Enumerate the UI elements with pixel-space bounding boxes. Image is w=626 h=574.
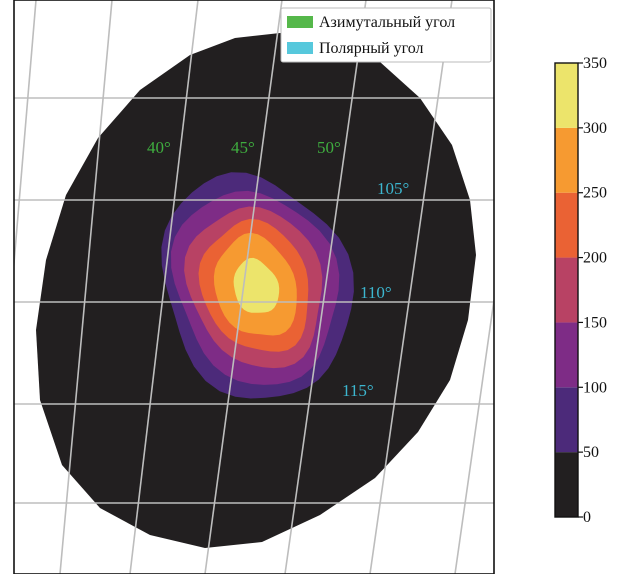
colorbar-tick-label: 150 bbox=[583, 314, 607, 331]
colorbar-tick-label: 100 bbox=[583, 379, 607, 396]
legend: Азимутальный угол Полярный угол bbox=[280, 7, 492, 63]
polar-label-1: 110° bbox=[360, 283, 392, 302]
azimuth-label-2: 50° bbox=[317, 138, 341, 157]
colorbar-band-250 bbox=[555, 127, 578, 193]
legend-box bbox=[280, 7, 492, 63]
legend-label-azimuth: Азимутальный угол bbox=[319, 14, 455, 31]
colorbar-tick-label: 300 bbox=[583, 120, 607, 137]
colorbar-tick-label: 200 bbox=[583, 250, 607, 267]
colorbar-band-0 bbox=[555, 452, 578, 517]
legend-label-polar: Полярный угол bbox=[319, 40, 424, 57]
colorbar: 0 50 100 150 200 250 300 350 bbox=[554, 55, 607, 526]
colorbar-band-50 bbox=[555, 387, 578, 453]
plot-frame bbox=[13, 0, 495, 574]
legend-swatch-polar bbox=[287, 42, 313, 54]
polar-label-2: 115° bbox=[342, 381, 374, 400]
colorbar-tick-label: 0 bbox=[583, 509, 591, 526]
colorbar-band-150 bbox=[555, 257, 578, 323]
colorbar-tick-label: 350 bbox=[583, 55, 607, 72]
contour-levels bbox=[161, 172, 354, 399]
colorbar-tick-label: 250 bbox=[583, 185, 607, 202]
azimuth-label-0: 40° bbox=[147, 138, 171, 157]
legend-swatch-azimuth bbox=[287, 16, 313, 28]
colorbar-band-100 bbox=[555, 322, 578, 388]
colorbar-frame bbox=[554, 62, 579, 518]
polar-label-0: 105° bbox=[377, 179, 409, 198]
colorbar-band-300 bbox=[555, 63, 578, 128]
colorbar-band-200 bbox=[555, 192, 578, 258]
plot-area bbox=[14, 0, 494, 574]
colorbar-tick-label: 50 bbox=[583, 444, 599, 461]
azimuth-label-1: 45° bbox=[231, 138, 255, 157]
grid-lines bbox=[14, 0, 494, 574]
